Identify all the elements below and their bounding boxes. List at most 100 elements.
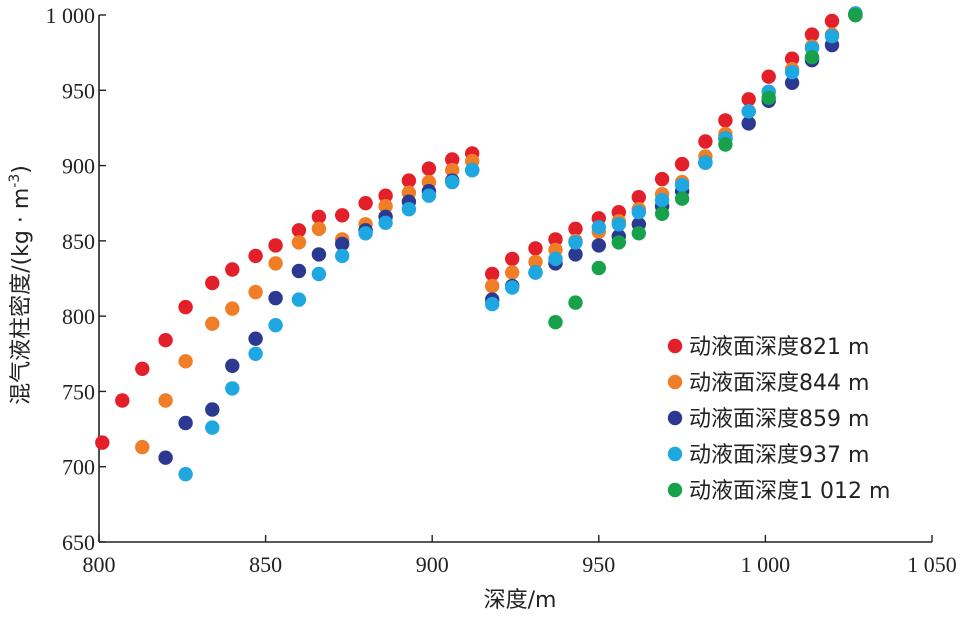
data-point bbox=[421, 188, 437, 203]
series-5 bbox=[548, 7, 863, 330]
y-axis-title-superscript: -3 bbox=[7, 174, 23, 188]
data-point bbox=[568, 295, 583, 310]
x-axis-title: 深度/m bbox=[484, 588, 557, 613]
data-point bbox=[445, 162, 460, 178]
data-point bbox=[654, 171, 670, 187]
data-point bbox=[591, 238, 606, 253]
data-point bbox=[158, 450, 173, 465]
data-point bbox=[158, 393, 173, 408]
data-point bbox=[784, 51, 800, 66]
data-point bbox=[784, 75, 800, 91]
data-point bbox=[528, 241, 543, 256]
data-point bbox=[268, 238, 283, 253]
data-point bbox=[225, 381, 240, 396]
data-point bbox=[358, 196, 373, 211]
data-point bbox=[485, 266, 500, 282]
data-point bbox=[205, 275, 220, 291]
data-point bbox=[205, 316, 220, 331]
data-point bbox=[548, 315, 563, 330]
data-point bbox=[505, 280, 520, 295]
x-tick-label: 800 bbox=[83, 552, 116, 577]
data-point bbox=[268, 256, 283, 271]
data-point bbox=[568, 247, 583, 262]
legend-marker bbox=[667, 446, 683, 462]
data-point bbox=[784, 65, 800, 80]
data-point bbox=[674, 177, 690, 193]
data-point bbox=[178, 354, 193, 369]
data-point bbox=[631, 205, 646, 220]
data-point bbox=[741, 92, 756, 107]
y-tick-label: 700 bbox=[62, 455, 95, 480]
y-axis-title: 混气液柱密度/(kg · m-3) bbox=[7, 165, 34, 405]
data-point bbox=[225, 262, 240, 277]
y-ticks: 650 700 750 800 850 900 950 1 000 bbox=[46, 3, 106, 555]
data-point bbox=[824, 28, 840, 44]
data-point bbox=[485, 278, 500, 294]
legend-label: 动液面深度1 012 m bbox=[689, 479, 890, 504]
data-point bbox=[378, 199, 393, 214]
y-tick-label: 850 bbox=[62, 229, 95, 254]
data-point bbox=[761, 90, 776, 106]
legend: 动液面深度821 m 动液面深度844 m 动液面深度859 m 动液面深度937 m… bbox=[667, 335, 890, 504]
y-tick-label: 650 bbox=[62, 530, 95, 555]
legend-marker bbox=[667, 374, 683, 390]
legend-item-3: 动液面深度859 m bbox=[667, 407, 869, 432]
data-point bbox=[358, 226, 373, 241]
data-point bbox=[178, 415, 193, 431]
data-point bbox=[178, 299, 193, 315]
data-point bbox=[741, 116, 756, 131]
data-point bbox=[698, 155, 713, 170]
data-point bbox=[528, 265, 543, 280]
legend-label: 动液面深度821 m bbox=[689, 335, 869, 360]
legend-item-1: 动液面深度821 m bbox=[667, 335, 869, 360]
data-point bbox=[548, 232, 563, 247]
data-point bbox=[445, 152, 460, 167]
data-point bbox=[631, 190, 646, 205]
data-point bbox=[611, 235, 626, 250]
y-axis-title-main: 混气液柱密度/(kg · m bbox=[9, 188, 34, 405]
data-points bbox=[95, 6, 863, 482]
data-point bbox=[158, 333, 173, 348]
data-point bbox=[568, 235, 583, 250]
data-point bbox=[401, 202, 417, 217]
data-point bbox=[95, 435, 110, 450]
data-point bbox=[268, 318, 283, 333]
data-point bbox=[718, 137, 733, 152]
data-point bbox=[761, 69, 776, 84]
data-point bbox=[311, 266, 327, 282]
data-point bbox=[248, 331, 263, 346]
legend-item-2: 动液面深度844 m bbox=[667, 371, 869, 396]
data-point bbox=[115, 393, 130, 408]
data-point bbox=[268, 290, 283, 306]
data-point bbox=[248, 284, 263, 300]
data-point bbox=[848, 7, 863, 23]
data-point bbox=[548, 251, 563, 267]
data-point bbox=[674, 191, 690, 206]
data-point bbox=[421, 161, 437, 176]
legend-label: 动液面深度937 m bbox=[689, 443, 869, 468]
data-point bbox=[248, 248, 263, 264]
data-point bbox=[505, 251, 520, 267]
legend-label: 动液面深度859 m bbox=[689, 407, 869, 432]
data-point bbox=[485, 296, 500, 312]
data-point bbox=[654, 206, 670, 221]
data-point bbox=[225, 301, 240, 316]
data-point bbox=[824, 13, 840, 29]
data-point bbox=[654, 193, 670, 208]
data-point bbox=[335, 248, 350, 264]
x-tick-label: 850 bbox=[249, 552, 282, 577]
legend-marker bbox=[667, 338, 683, 354]
data-point bbox=[804, 27, 820, 42]
data-point bbox=[135, 361, 150, 376]
data-point bbox=[178, 467, 193, 482]
data-point bbox=[335, 236, 350, 252]
data-point bbox=[311, 209, 327, 224]
x-tick-label: 950 bbox=[582, 552, 615, 577]
data-point bbox=[611, 217, 626, 232]
legend-marker bbox=[667, 482, 683, 498]
data-point bbox=[741, 104, 756, 119]
data-point bbox=[591, 260, 606, 276]
data-point bbox=[248, 346, 263, 361]
x-tick-label: 900 bbox=[416, 552, 449, 577]
